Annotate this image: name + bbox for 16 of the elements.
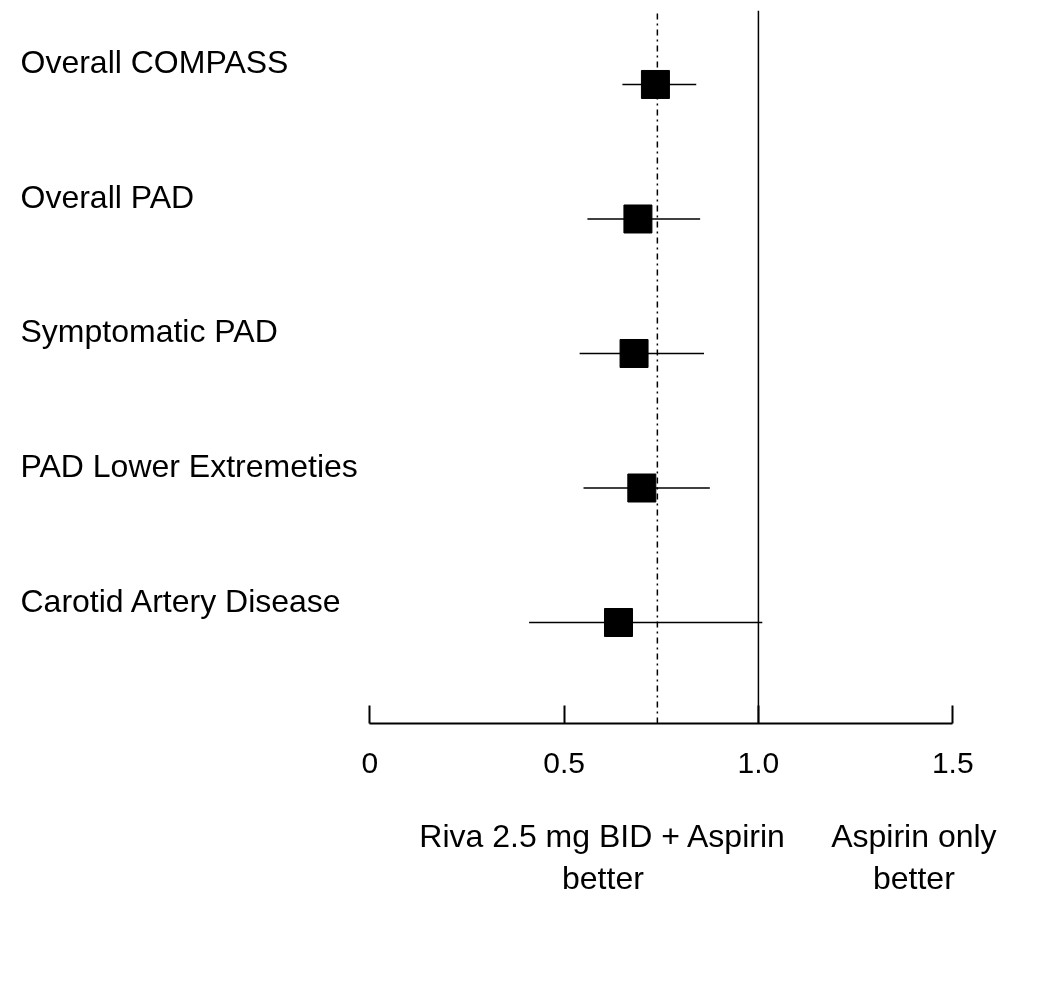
- point: [604, 608, 633, 638]
- point: [640, 69, 670, 99]
- x-tick-label: 1.0: [737, 746, 780, 780]
- point: [627, 473, 657, 503]
- x-tick-label: 0.5: [543, 746, 585, 780]
- y-tick-label: PAD Lower Extremeties: [20, 448, 358, 484]
- x-tick-label: 1.5: [931, 746, 974, 780]
- y-tick-label: Overall PAD: [20, 178, 195, 215]
- point: [619, 338, 649, 368]
- point: [623, 204, 653, 234]
- y-tick-label: Carotid Artery Disease: [20, 582, 341, 619]
- y-tick-label: Symptomatic PAD: [20, 313, 278, 350]
- text: Riva 2.5 mg BID + Aspirin better: [419, 818, 785, 896]
- text: Aspirin only better: [831, 818, 997, 896]
- x-tick-label: 0: [361, 746, 379, 780]
- y-tick-label: Overall COMPASS: [20, 44, 289, 81]
